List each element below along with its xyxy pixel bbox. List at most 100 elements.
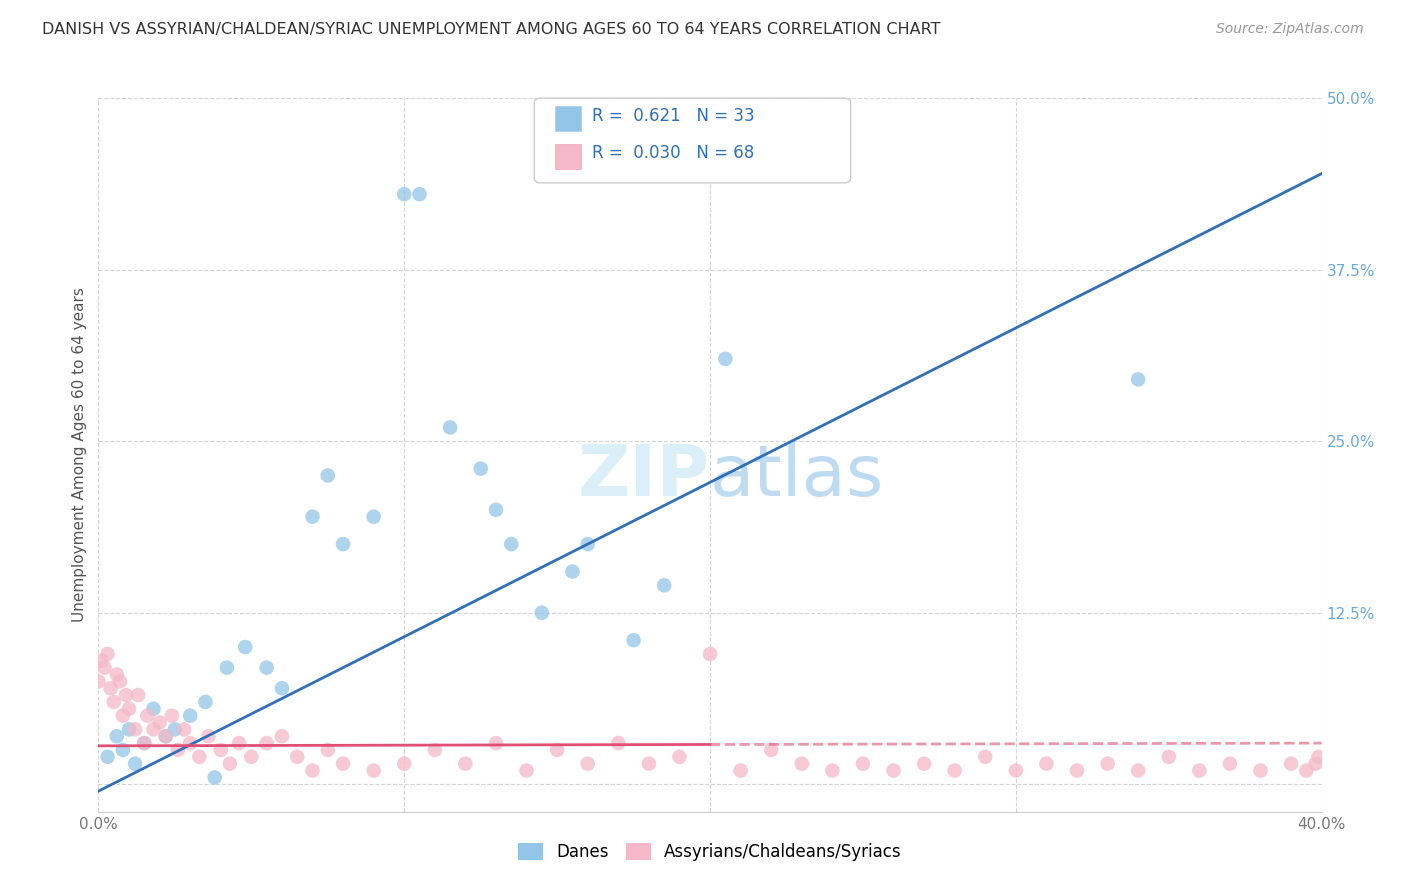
Point	[714, 351, 737, 366]
Point	[108, 674, 131, 689]
Point	[134, 736, 156, 750]
Point	[136, 708, 159, 723]
Point	[240, 749, 263, 764]
Text: DANISH VS ASSYRIAN/CHALDEAN/SYRIAC UNEMPLOYMENT AMONG AGES 60 TO 64 YEARS CORREL: DANISH VS ASSYRIAN/CHALDEAN/SYRIAC UNEMP…	[42, 22, 941, 37]
Point	[301, 764, 323, 778]
Point	[270, 729, 292, 743]
Point	[759, 743, 782, 757]
Text: R =  0.030   N = 68: R = 0.030 N = 68	[592, 145, 754, 162]
Point	[105, 729, 128, 743]
Point	[1128, 764, 1150, 778]
Point	[97, 647, 120, 661]
Point	[179, 708, 201, 723]
Point	[118, 723, 141, 737]
Point	[188, 749, 211, 764]
Point	[912, 756, 935, 771]
Point	[155, 729, 177, 743]
Point	[392, 187, 416, 202]
Point	[1004, 764, 1026, 778]
Point	[363, 764, 385, 778]
Point	[118, 702, 141, 716]
Point	[561, 565, 583, 579]
Point	[454, 756, 477, 771]
Point	[576, 756, 599, 771]
Point	[485, 736, 508, 750]
Point	[155, 729, 177, 743]
Point	[485, 503, 508, 517]
Point	[111, 743, 134, 757]
Point	[209, 743, 232, 757]
Point	[301, 509, 323, 524]
Point	[142, 723, 165, 737]
Point	[111, 708, 134, 723]
Point	[668, 749, 690, 764]
Text: ZIP: ZIP	[578, 442, 710, 511]
Point	[576, 537, 599, 551]
Point	[1308, 749, 1330, 764]
Point	[93, 660, 115, 674]
Point	[363, 509, 385, 524]
Point	[124, 723, 146, 737]
Point	[821, 764, 844, 778]
Point	[142, 702, 165, 716]
Point	[163, 723, 186, 737]
Point	[97, 749, 120, 764]
Point	[204, 771, 226, 785]
Text: atlas: atlas	[710, 442, 884, 511]
Point	[530, 606, 553, 620]
Point	[115, 688, 138, 702]
Point	[1279, 756, 1302, 771]
Point	[270, 681, 292, 696]
Point	[652, 578, 675, 592]
Point	[228, 736, 250, 750]
Point	[167, 743, 190, 757]
Point	[1157, 749, 1180, 764]
Point	[134, 736, 156, 750]
Point	[516, 764, 538, 778]
Point	[1305, 756, 1327, 771]
Point	[124, 756, 146, 771]
Y-axis label: Unemployment Among Ages 60 to 64 years: Unemployment Among Ages 60 to 64 years	[72, 287, 87, 623]
Point	[392, 756, 416, 771]
Point	[423, 743, 446, 757]
Point	[103, 695, 125, 709]
Point	[883, 764, 905, 778]
Point	[546, 743, 568, 757]
Point	[197, 729, 219, 743]
Point	[332, 537, 354, 551]
Point	[1097, 756, 1119, 771]
Point	[87, 674, 110, 689]
Point	[1249, 764, 1271, 778]
Point	[623, 633, 645, 648]
Point	[1295, 764, 1317, 778]
Point	[470, 461, 492, 475]
Point	[256, 660, 278, 674]
Point	[607, 736, 630, 750]
Text: Source: ZipAtlas.com: Source: ZipAtlas.com	[1216, 22, 1364, 37]
Point	[408, 187, 430, 202]
Point	[852, 756, 875, 771]
Point	[439, 420, 461, 434]
Point	[1066, 764, 1088, 778]
Point	[1219, 756, 1241, 771]
Point	[194, 695, 217, 709]
Point	[1035, 756, 1057, 771]
Legend: Danes, Assyrians/Chaldeans/Syriacs: Danes, Assyrians/Chaldeans/Syriacs	[512, 836, 908, 868]
Point	[149, 715, 172, 730]
Point	[730, 764, 752, 778]
Point	[90, 654, 112, 668]
Point	[215, 660, 238, 674]
Point	[1128, 372, 1150, 386]
Text: R =  0.621   N = 33: R = 0.621 N = 33	[592, 107, 755, 125]
Point	[160, 708, 183, 723]
Point	[332, 756, 354, 771]
Point	[100, 681, 122, 696]
Point	[105, 667, 128, 681]
Point	[1188, 764, 1211, 778]
Point	[316, 468, 339, 483]
Point	[316, 743, 339, 757]
Point	[501, 537, 523, 551]
Point	[127, 688, 149, 702]
Point	[699, 647, 721, 661]
Point	[637, 756, 661, 771]
